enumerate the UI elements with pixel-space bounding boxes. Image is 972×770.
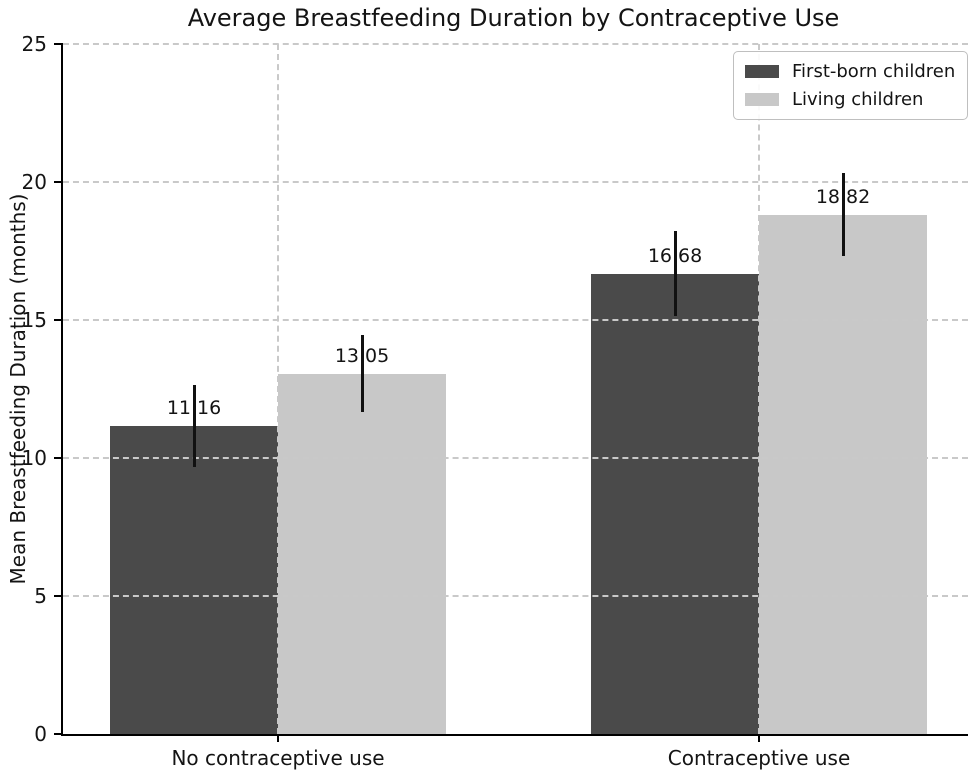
chart-title: Average Breastfeeding Duration by Contra… <box>187 4 840 32</box>
bar-living <box>759 214 928 734</box>
legend-entry: First-born children <box>745 61 955 82</box>
x-tick-label: No contraceptive use <box>171 746 385 770</box>
bar-first-born <box>110 425 279 734</box>
y-tick-mark <box>54 595 63 597</box>
error-bar <box>841 173 845 256</box>
gridline-horizontal <box>63 181 968 183</box>
gridline-horizontal <box>63 595 968 597</box>
error-bar <box>673 230 677 317</box>
legend-label: Living children <box>792 89 924 110</box>
y-tick-mark <box>54 457 63 459</box>
gridline-vertical <box>277 44 280 734</box>
y-tick-label: 25 <box>21 32 47 56</box>
bar-living <box>278 373 447 734</box>
y-tick-label: 20 <box>21 170 47 194</box>
gridline-horizontal <box>63 457 968 459</box>
x-tick-mark <box>277 734 280 742</box>
y-tick-mark <box>54 319 63 321</box>
bar-first-born <box>591 273 760 734</box>
y-tick-label: 15 <box>21 308 47 332</box>
y-tick-mark <box>54 181 63 183</box>
legend-swatch-icon <box>745 93 779 106</box>
legend-label: First-born children <box>792 61 956 82</box>
gridline-vertical <box>758 44 761 734</box>
y-tick-mark <box>54 733 63 735</box>
x-tick-mark <box>758 734 761 742</box>
gridline-horizontal <box>63 43 968 45</box>
y-tick-mark <box>54 43 63 45</box>
x-tick-label: Contraceptive use <box>667 746 851 770</box>
legend: First-born children Living children <box>733 51 969 120</box>
plot-area: 0 5 10 15 20 25 No contraceptive use Contracept… <box>22 32 968 770</box>
y-tick-label: 10 <box>21 446 47 470</box>
error-bar <box>192 384 196 468</box>
gridline-horizontal <box>63 319 968 321</box>
legend-swatch-icon <box>745 65 779 78</box>
y-axis-label: Mean Breastfeeding Duration (months) <box>6 193 30 585</box>
error-bar <box>360 335 364 413</box>
legend-entry: Living children <box>745 89 955 110</box>
y-tick-label: 0 <box>34 722 47 746</box>
y-tick-label: 5 <box>34 584 47 608</box>
